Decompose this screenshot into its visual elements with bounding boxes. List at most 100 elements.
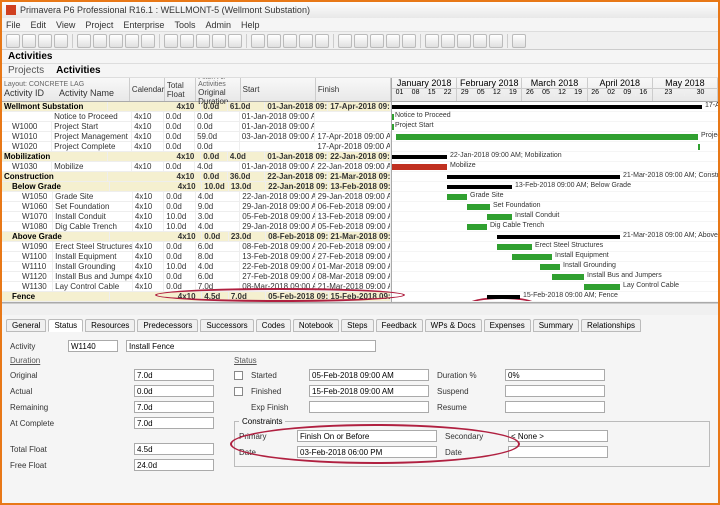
toolbar-btn[interactable] [196, 34, 210, 48]
menu-admin[interactable]: Admin [205, 20, 231, 30]
remaining-field[interactable]: 7.0d [134, 401, 214, 413]
gantt-bar[interactable] [487, 214, 512, 220]
original-field[interactable]: 7.0d [134, 369, 214, 381]
detail-tab-notebook[interactable]: Notebook [293, 319, 339, 332]
detail-tab-relationships[interactable]: Relationships [581, 319, 641, 332]
toolbar-btn[interactable] [164, 34, 178, 48]
menu-tools[interactable]: Tools [174, 20, 195, 30]
toolbar-btn[interactable] [125, 34, 139, 48]
toolbar-btn[interactable] [457, 34, 471, 48]
detail-tab-expenses[interactable]: Expenses [484, 319, 531, 332]
table-row[interactable]: Fence4x104.5d7.0d05-Feb-2018 09:00 AM15-… [2, 292, 391, 302]
started-checkbox[interactable] [234, 371, 243, 380]
detail-tab-summary[interactable]: Summary [533, 319, 579, 332]
tab-activities[interactable]: Activities [56, 65, 100, 76]
finished-field[interactable]: 15-Feb-2018 09:00 AM [309, 385, 429, 397]
activity-name-field[interactable]: Install Fence [126, 340, 376, 352]
gantt-bar[interactable] [392, 105, 702, 109]
grid-body[interactable]: Wellmont Substation4x100.0d61.0d01-Jan-2… [2, 102, 391, 302]
gantt-bar[interactable] [447, 175, 620, 179]
menu-enterprise[interactable]: Enterprise [123, 20, 164, 30]
started-field[interactable]: 05-Feb-2018 09:00 AM [309, 369, 429, 381]
toolbar-btn[interactable] [180, 34, 194, 48]
toolbar-btn[interactable] [212, 34, 226, 48]
detail-tab-general[interactable]: General [6, 319, 46, 332]
resume-field[interactable] [505, 401, 605, 413]
gantt-bar[interactable] [512, 254, 552, 260]
table-row[interactable]: W1060Set Foundation4x100.0d9.0d29-Jan-20… [2, 202, 391, 212]
gantt-bar[interactable] [584, 284, 620, 290]
menu-help[interactable]: Help [241, 20, 260, 30]
table-row[interactable]: W1050Grade Site4x100.0d4.0d22-Jan-2018 0… [2, 192, 391, 202]
detail-tab-successors[interactable]: Successors [200, 319, 253, 332]
primary-field[interactable]: Finish On or Before [297, 430, 437, 442]
toolbar-btn[interactable] [315, 34, 329, 48]
table-row[interactable]: Above Grade4x100.0d23.0d08-Feb-2018 09:0… [2, 232, 391, 242]
detail-tab-predecessors[interactable]: Predecessors [137, 319, 198, 332]
toolbar-btn[interactable] [512, 34, 526, 48]
date-field[interactable]: 03-Feb-2018 06:00 PM [297, 446, 437, 458]
gantt-bar[interactable] [392, 155, 447, 159]
toolbar-btn[interactable] [473, 34, 487, 48]
col-header[interactable]: Finish [316, 78, 391, 101]
toolbar-btn[interactable] [299, 34, 313, 48]
gantt-bar[interactable] [552, 274, 584, 280]
scrollbar-h[interactable] [2, 303, 718, 315]
menu-file[interactable]: File [6, 20, 21, 30]
table-row[interactable]: Notice to Proceed4x100.0d0.0d01-Jan-2018… [2, 112, 391, 122]
actual-field[interactable]: 0.0d [134, 385, 214, 397]
col-header[interactable]: Filter: All ActivitiesOriginal Duration [196, 78, 240, 101]
gantt-bar[interactable] [467, 224, 487, 230]
table-row[interactable]: W1130Lay Control Cable4x100.0d7.0d08-Mar… [2, 282, 391, 292]
toolbar-btn[interactable] [6, 34, 20, 48]
gantt-bar[interactable] [392, 114, 394, 120]
gantt-bar[interactable] [396, 134, 698, 140]
menu-project[interactable]: Project [85, 20, 113, 30]
detail-tab-status[interactable]: Status [48, 319, 83, 332]
date2-field[interactable] [508, 446, 608, 458]
table-row[interactable]: W1020Project Complete4x100.0d0.0d17-Apr-… [2, 142, 391, 152]
detail-tab-feedback[interactable]: Feedback [376, 319, 423, 332]
detail-tab-wpsdocs[interactable]: WPs & Docs [425, 319, 482, 332]
detail-tab-steps[interactable]: Steps [341, 319, 373, 332]
finished-checkbox[interactable] [234, 387, 243, 396]
table-row[interactable]: W1110Install Grounding4x1010.0d4.0d22-Fe… [2, 262, 391, 272]
gantt-bar[interactable] [698, 144, 700, 150]
gantt-bar[interactable] [540, 264, 560, 270]
table-row[interactable]: W1100Install Equipment4x100.0d8.0d13-Feb… [2, 252, 391, 262]
gantt-bar[interactable] [467, 204, 490, 210]
activity-id-field[interactable]: W1140 [68, 340, 118, 352]
toolbar-btn[interactable] [93, 34, 107, 48]
toolbar-btn[interactable] [425, 34, 439, 48]
detail-tab-codes[interactable]: Codes [256, 319, 291, 332]
toolbar-btn[interactable] [141, 34, 155, 48]
table-row[interactable]: W1090Erect Steel Structures4x100.0d6.0d0… [2, 242, 391, 252]
toolbar-btn[interactable] [251, 34, 265, 48]
toolbar-btn[interactable] [228, 34, 242, 48]
toolbar-btn[interactable] [489, 34, 503, 48]
toolbar-btn[interactable] [267, 34, 281, 48]
table-row[interactable]: W1070Install Conduit4x1010.0d3.0d05-Feb-… [2, 212, 391, 222]
expfinish-field[interactable] [309, 401, 429, 413]
atcomplete-field[interactable]: 7.0d [134, 417, 214, 429]
gantt-bar[interactable] [497, 244, 532, 250]
toolbar-btn[interactable] [54, 34, 68, 48]
gantt-bar[interactable] [392, 164, 447, 170]
table-row[interactable]: Wellmont Substation4x100.0d61.0d01-Jan-2… [2, 102, 391, 112]
menu-view[interactable]: View [56, 20, 75, 30]
tab-projects[interactable]: Projects [8, 65, 44, 76]
toolbar-btn[interactable] [77, 34, 91, 48]
table-row[interactable]: W1010Project Management4x100.0d59.0d03-J… [2, 132, 391, 142]
col-header[interactable]: Start [241, 78, 316, 101]
col-header[interactable]: Layout: CONCRETE LAGActivity IDActivity … [2, 78, 130, 101]
toolbar-btn[interactable] [338, 34, 352, 48]
suspend-field[interactable] [505, 385, 605, 397]
toolbar-btn[interactable] [402, 34, 416, 48]
gantt-bar[interactable] [497, 235, 620, 239]
toolbar-btn[interactable] [386, 34, 400, 48]
gantt-body[interactable]: 17-Apr-2018 09:00 AM; Wellmont SubsNotic… [392, 102, 718, 302]
toolbar-btn[interactable] [109, 34, 123, 48]
toolbar-btn[interactable] [354, 34, 368, 48]
table-row[interactable]: Below Grade4x1010.0d13.0d22-Jan-2018 09:… [2, 182, 391, 192]
durationpct-field[interactable]: 0% [505, 369, 605, 381]
